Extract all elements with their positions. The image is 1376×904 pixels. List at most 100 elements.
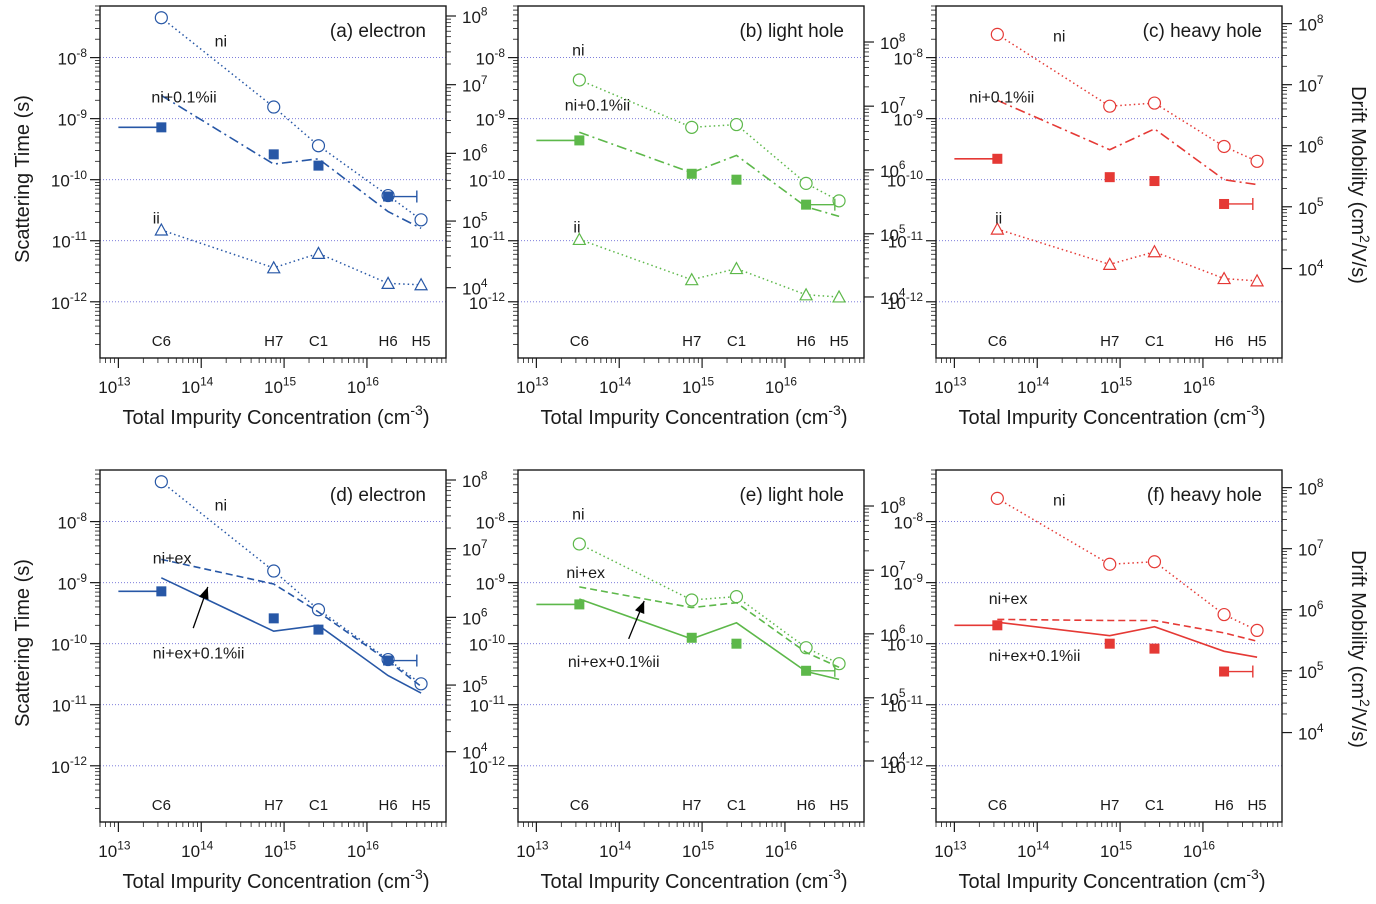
plot-frame xyxy=(99,469,447,823)
plot-frame xyxy=(517,469,865,823)
curve-label: ii xyxy=(995,211,1002,228)
x-axis-label: Total Impurity Concentration (cm-3) xyxy=(122,402,429,429)
data-point xyxy=(572,73,586,87)
arrow-head xyxy=(199,586,209,600)
sample-label: H7 xyxy=(264,797,283,814)
chart-panel-3: 10-12 10-11 10-10 10-9 10-8 104 105 106 107 108 10… xyxy=(887,5,1373,429)
data-point xyxy=(1250,154,1264,168)
data-point xyxy=(574,135,585,146)
x-tick-label: 1016 xyxy=(347,838,380,861)
curve-label: ni+0.1%ii xyxy=(151,90,216,107)
sample-label: C1 xyxy=(1145,333,1164,350)
x-tick-label: 1015 xyxy=(264,838,297,861)
curve-label: ii xyxy=(153,211,160,228)
y-tick-label: 10-11 xyxy=(470,693,506,716)
y2-tick-label: 107 xyxy=(1298,73,1324,96)
series-line xyxy=(996,497,1258,632)
x-tick-label: 1016 xyxy=(765,838,798,861)
data-point xyxy=(311,246,326,260)
data-point xyxy=(992,620,1003,631)
data-point xyxy=(832,289,847,303)
curve-label: ni+ex+0.1%ii xyxy=(568,654,660,671)
data-point xyxy=(684,272,699,286)
data-point xyxy=(1147,244,1162,258)
y2-tick-label: 108 xyxy=(880,30,906,53)
data-point xyxy=(685,593,699,607)
data-point xyxy=(686,632,697,643)
panel-label: (a) electron xyxy=(330,21,426,42)
x-tick-label: 1015 xyxy=(682,838,715,861)
sample-label: H6 xyxy=(796,797,815,814)
sample-label: C1 xyxy=(727,333,746,350)
sample-label: C1 xyxy=(727,797,746,814)
y-axis-label: Scattering Time (s) xyxy=(12,95,34,263)
y-tick-label: 10-9 xyxy=(58,107,88,130)
y-tick-label: 10-11 xyxy=(888,229,924,252)
data-point xyxy=(1149,643,1160,654)
series-line xyxy=(161,558,422,688)
data-point xyxy=(1102,257,1117,270)
sample-label: H6 xyxy=(378,333,397,350)
series-line xyxy=(160,94,422,230)
data-point xyxy=(1103,99,1117,113)
x-tick-label: 1015 xyxy=(264,374,297,397)
x-tick-label: 1014 xyxy=(1017,838,1050,861)
x-tick-label: 1014 xyxy=(1017,374,1050,397)
sample-label: C6 xyxy=(988,333,1007,350)
data-point xyxy=(414,213,428,227)
y-tick-label: 10-12 xyxy=(887,290,923,313)
series-line xyxy=(579,131,840,218)
sample-label: C6 xyxy=(570,797,589,814)
curve-label: ni+0.1%ii xyxy=(969,90,1034,107)
arrow-head xyxy=(634,601,645,615)
data-point xyxy=(381,276,396,290)
y-tick-label: 10-9 xyxy=(476,107,506,130)
curve-label: ni+ex xyxy=(566,565,605,582)
panel-label: (d) electron xyxy=(330,485,426,506)
sample-label: H5 xyxy=(1247,797,1266,814)
series-line xyxy=(579,586,840,669)
data-point xyxy=(1104,638,1115,649)
y-axis-label: Scattering Time (s) xyxy=(12,559,34,727)
y2-axis-label: Drift Mobility (cm2/V/s) xyxy=(1347,86,1373,284)
chart-panel-5: 10-12 10-11 10-10 10-9 10-8 104 105 106 107 108 10… xyxy=(469,469,906,893)
y2-tick-label: 106 xyxy=(462,142,488,165)
x-tick-label: 1013 xyxy=(98,838,131,861)
sample-label: H6 xyxy=(1214,797,1233,814)
panel-label: (e) light hole xyxy=(739,485,844,506)
sample-label: H6 xyxy=(1214,333,1233,350)
sample-label: H7 xyxy=(682,797,701,814)
x-tick-label: 1013 xyxy=(516,374,549,397)
y2-tick-label: 105 xyxy=(880,222,906,245)
y2-tick-label: 106 xyxy=(1298,134,1324,157)
y2-tick-label: 105 xyxy=(462,673,488,696)
plot-frame xyxy=(99,5,447,359)
series-line xyxy=(997,621,1258,658)
data-point xyxy=(799,287,814,301)
data-point xyxy=(572,232,587,246)
y-tick-label: 10-11 xyxy=(888,693,924,716)
x-tick-label: 1016 xyxy=(1183,374,1216,397)
plot-frame xyxy=(935,469,1283,823)
sample-label: C1 xyxy=(309,333,328,350)
series-line xyxy=(579,598,840,681)
data-point xyxy=(154,11,168,25)
panel-label: (f) heavy hole xyxy=(1147,485,1262,506)
curve-label: ii xyxy=(573,220,580,237)
series-line xyxy=(997,228,1258,282)
y2-tick-label: 108 xyxy=(462,468,488,491)
data-point xyxy=(1217,271,1232,285)
y-tick-label: 10-12 xyxy=(469,754,505,777)
series-line xyxy=(997,618,1258,642)
chart-panel-4: 10-12 10-11 10-10 10-9 10-8 104 105 106 107 108 10… xyxy=(12,468,488,893)
y-tick-label: 10-9 xyxy=(894,107,924,130)
x-axis-label: Total Impurity Concentration (cm-3) xyxy=(958,402,1265,429)
y-tick-label: 10-8 xyxy=(894,510,924,533)
data-point xyxy=(1147,555,1162,569)
curve-label: ni xyxy=(1053,29,1065,46)
sample-label: C6 xyxy=(988,797,1007,814)
curve-label: ni+0.1%ii xyxy=(565,98,630,115)
y-tick-label: 10-12 xyxy=(51,754,87,777)
y2-tick-label: 104 xyxy=(462,740,488,763)
data-point xyxy=(990,27,1004,41)
